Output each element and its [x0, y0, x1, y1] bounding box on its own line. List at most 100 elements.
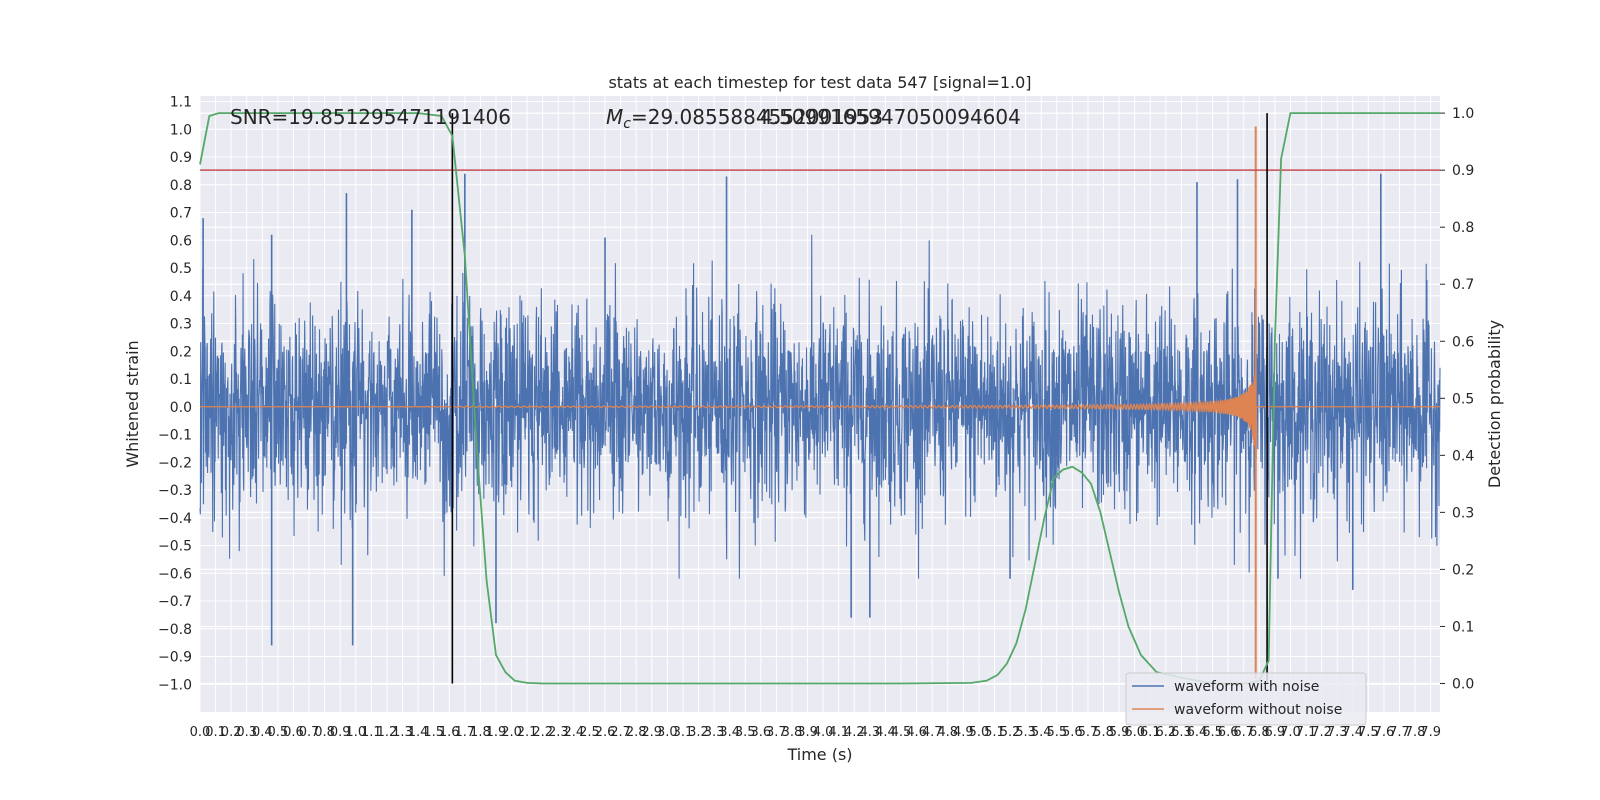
- y-tick-label: −0.8: [158, 622, 192, 638]
- x-tick-label: 6.5: [1202, 725, 1223, 740]
- y-tick-label: 0.3: [170, 317, 192, 333]
- x-tick-label: 5.9: [1109, 725, 1130, 740]
- x-tick-label: 3.6: [750, 725, 771, 740]
- y-tick-label: 0.8: [170, 178, 192, 194]
- y2-tick-label: 1.0: [1452, 106, 1474, 122]
- x-tick-label: 4.3: [860, 725, 881, 740]
- legend: waveform with noise waveform without noi…: [1125, 672, 1367, 726]
- x-tick-label: 7.2: [1311, 725, 1332, 740]
- x-tick-label: 4.7: [922, 725, 943, 740]
- y2-tick-label: 0.0: [1452, 676, 1474, 692]
- x-tick-label: 6.2: [1155, 725, 1176, 740]
- y-tick-label: 1.1: [170, 95, 192, 111]
- x-tick-label: 4.9: [953, 725, 974, 740]
- y-tick-label: −0.7: [158, 594, 192, 610]
- x-tick-label: 0.5: [268, 725, 289, 740]
- x-tick-label: 2.2: [532, 725, 553, 740]
- y2-tick-label: 0.3: [1452, 505, 1474, 521]
- x-tick-label: 4.6: [906, 725, 927, 740]
- legend-label-noise: waveform with noise: [1174, 679, 1319, 695]
- y2-tick-label: 0.9: [1452, 163, 1474, 179]
- x-tick-label: 0.2: [221, 725, 242, 740]
- x-tick-label: 7.1: [1296, 725, 1317, 740]
- legend-label-clean: waveform without noise: [1174, 702, 1342, 718]
- x-tick-label: 4.2: [844, 725, 865, 740]
- x-tick-label: 5.0: [969, 725, 990, 740]
- x-tick-label: 6.3: [1171, 725, 1192, 740]
- x-tick-label: 5.1: [984, 725, 1005, 740]
- x-tick-label: 3.3: [704, 725, 725, 740]
- x-tick-label: 3.1: [673, 725, 694, 740]
- series-waveform-without-noise: [200, 126, 1440, 679]
- x-tick-label: 5.3: [1015, 725, 1036, 740]
- x-tick-label: 7.0: [1280, 725, 1301, 740]
- x-tick-label: 4.4: [875, 725, 896, 740]
- x-tick-label: 3.9: [797, 725, 818, 740]
- x-tick-label: 0.7: [299, 725, 320, 740]
- y-tick-label: 0.6: [170, 233, 192, 249]
- x-tick-label: 2.9: [641, 725, 662, 740]
- x-axis-ticks: 0.00.10.20.30.40.50.60.70.80.91.01.11.21…: [190, 725, 1441, 740]
- x-tick-label: 0.4: [252, 725, 273, 740]
- x-tick-label: 6.8: [1249, 725, 1270, 740]
- y-tick-label: 0.9: [170, 150, 192, 166]
- y-tick-label: −0.3: [158, 483, 192, 499]
- y2-tick-label: 0.7: [1452, 277, 1474, 293]
- x-tick-label: 7.7: [1389, 725, 1410, 740]
- x-tick-label: 5.4: [1031, 725, 1052, 740]
- series-waveform-with-noise: [199, 173, 1441, 646]
- x-tick-label: 6.0: [1124, 725, 1145, 740]
- x-tick-label: 1.6: [439, 725, 460, 740]
- x-tick-label: 1.8: [470, 725, 491, 740]
- x-tick-label: 3.4: [719, 725, 740, 740]
- x-tick-label: 4.0: [813, 725, 834, 740]
- y-tick-label: −0.5: [158, 539, 192, 555]
- y2-tick-label: 0.4: [1452, 448, 1474, 464]
- annotation-mc-value: =29.0855884552001953: [631, 105, 883, 129]
- y2-axis-ticks: 1.0 0.9 0.8 0.7 0.6 0.5 0.4 0.3 0.2 0.1 0.0: [1440, 106, 1474, 692]
- x-tick-label: 0.8: [314, 725, 335, 740]
- x-tick-label: 2.6: [595, 725, 616, 740]
- x-tick-label: 2.5: [579, 725, 600, 740]
- x-tick-label: 3.8: [782, 725, 803, 740]
- y2-tick-label: 0.5: [1452, 391, 1474, 407]
- x-tick-label: 5.5: [1046, 725, 1067, 740]
- x-tick-label: 6.1: [1140, 725, 1161, 740]
- x-tick-label: 2.0: [501, 725, 522, 740]
- y-tick-label: −0.9: [158, 650, 192, 666]
- y-tick-label: −0.1: [158, 428, 192, 444]
- y-tick-label: −0.2: [158, 455, 192, 471]
- x-tick-label: 5.2: [1000, 725, 1021, 740]
- x-tick-label: 2.7: [610, 725, 631, 740]
- x-tick-label: 7.3: [1327, 725, 1348, 740]
- x-tick-label: 2.4: [564, 725, 585, 740]
- x-tick-label: 1.9: [486, 725, 507, 740]
- x-tick-label: 3.0: [657, 725, 678, 740]
- x-tick-label: 1.4: [408, 725, 429, 740]
- y-tick-label: −0.4: [158, 511, 192, 527]
- y-tick-label: 1.0: [170, 122, 192, 138]
- y2-tick-label: 0.8: [1452, 220, 1474, 236]
- x-tick-label: 5.6: [1062, 725, 1083, 740]
- x-tick-label: 1.7: [454, 725, 475, 740]
- x-tick-label: 7.8: [1405, 725, 1426, 740]
- y-axis-ticks: 1.1 1.0 0.9 0.8 0.7 0.6 0.5 0.4 0.3 0.2 0.1 0.0 −0.1…: [158, 95, 192, 694]
- x-axis-label: Time (s): [786, 745, 852, 764]
- y-tick-label: 0.1: [170, 372, 192, 388]
- y-tick-label: 0.0: [170, 400, 192, 416]
- x-tick-label: 4.1: [828, 725, 849, 740]
- x-tick-label: 5.8: [1093, 725, 1114, 740]
- y2-tick-label: 0.6: [1452, 334, 1474, 350]
- x-tick-label: 6.7: [1233, 725, 1254, 740]
- x-tick-label: 5.7: [1078, 725, 1099, 740]
- x-tick-label: 0.3: [236, 725, 257, 740]
- x-tick-label: 1.3: [392, 725, 413, 740]
- y2-axis-label: Detection probability: [1485, 320, 1504, 488]
- x-tick-label: 7.6: [1374, 725, 1395, 740]
- x-tick-label: 4.5: [891, 725, 912, 740]
- x-tick-label: 6.4: [1187, 725, 1208, 740]
- y2-tick-label: 0.1: [1452, 619, 1474, 635]
- annotation-mc-symbol: M: [606, 105, 623, 129]
- annotation-chirp-mass: Mc=29.0855884552001953: [606, 105, 883, 132]
